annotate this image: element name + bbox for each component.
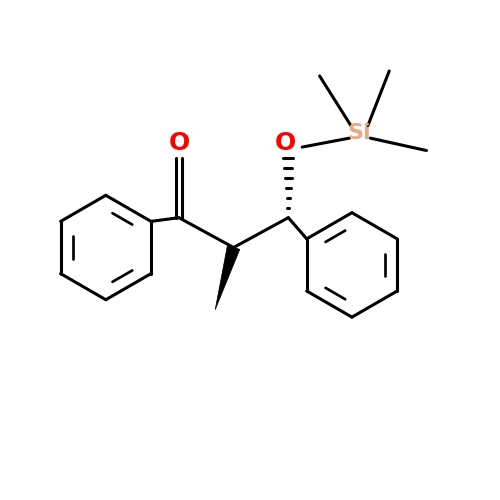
Text: O: O bbox=[168, 130, 190, 154]
Text: O: O bbox=[275, 130, 296, 154]
Text: Si: Si bbox=[348, 123, 371, 143]
Polygon shape bbox=[215, 246, 240, 310]
